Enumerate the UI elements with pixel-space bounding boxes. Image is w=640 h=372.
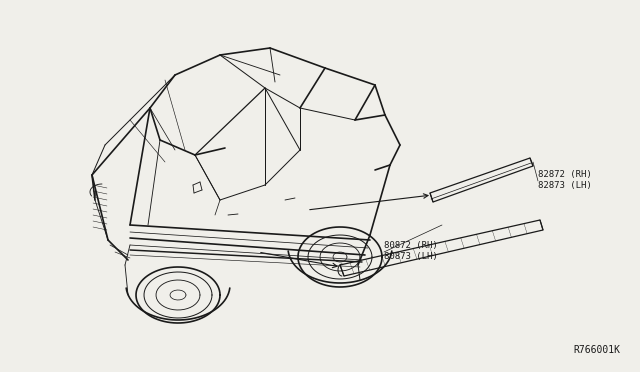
Text: 80872 (RH): 80872 (RH) [384,241,438,250]
Text: 82873 (LH): 82873 (LH) [538,181,592,190]
Text: 82872 (RH): 82872 (RH) [538,170,592,179]
Text: 80873 (LH): 80873 (LH) [384,252,438,261]
Text: R766001K: R766001K [573,345,620,355]
